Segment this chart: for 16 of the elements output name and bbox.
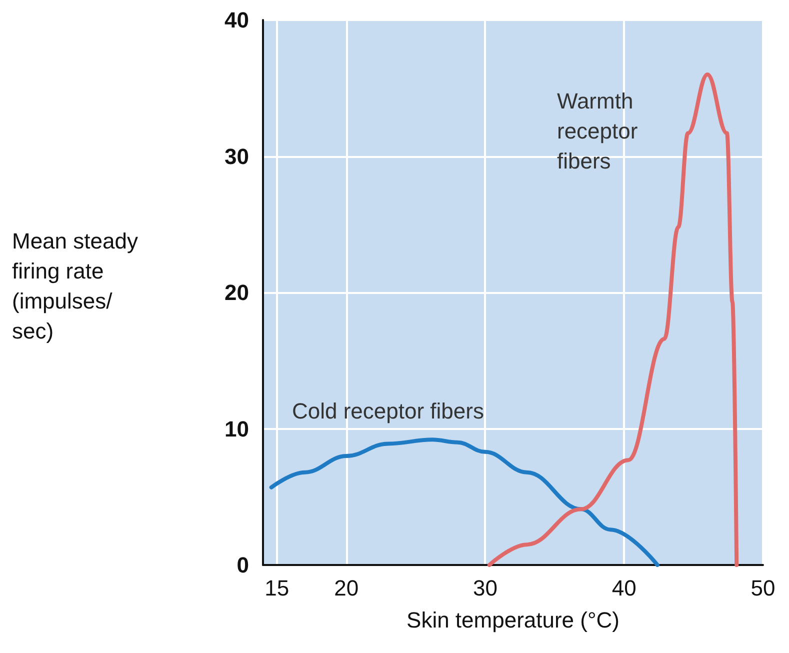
x-axis-title: Skin temperature (°C) — [406, 608, 620, 632]
annotation: Warmth receptor fibers — [557, 88, 638, 174]
x-tick-label: 30 — [472, 576, 498, 600]
x-tick-label: 20 — [334, 576, 359, 600]
y-tick-label: 0 — [236, 552, 249, 578]
line-series — [269, 438, 660, 567]
y-tick-label: 20 — [224, 280, 249, 305]
x-tick-label: 50 — [750, 576, 776, 600]
y-axis-title: Mean steady firing rate (impulses/ sec) — [12, 228, 138, 344]
x-tick-label: 15 — [264, 576, 290, 600]
annotation: Cold receptor fibers — [292, 398, 484, 424]
y-tick-label: 40 — [224, 8, 249, 32]
y-tick-label: 10 — [224, 416, 249, 442]
line-series — [487, 72, 739, 567]
y-tick-label: 30 — [224, 144, 249, 169]
x-tick-label: 40 — [612, 576, 636, 600]
